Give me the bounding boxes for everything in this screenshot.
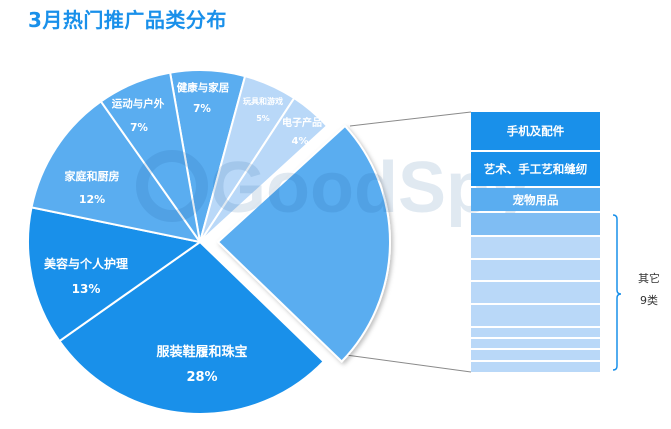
breakdown-bar-label: 手机及配件: [506, 124, 565, 138]
slice-electronics[interactable]: [199, 96, 329, 243]
breakdown-bar-11[interactable]: [471, 350, 600, 360]
connector-line-bottom: [345, 354, 472, 373]
label-home-pct: 12%: [79, 193, 105, 206]
label-beauty-pct: 13%: [72, 282, 101, 296]
chart-title: 3月热门推广品类分布: [28, 8, 227, 32]
breakdown-bar-label: 宠物用品: [512, 192, 559, 207]
label-clothing-name: 服装鞋履和珠宝: [156, 344, 247, 360]
slice-home-kitchen[interactable]: [30, 100, 203, 244]
label-toys-pct: 5%: [256, 114, 270, 123]
label-sports-pct: 7%: [130, 122, 148, 134]
label-health-name: 健康与家居: [177, 81, 230, 94]
slice-beauty-care[interactable]: [27, 206, 203, 343]
label-sports-name: 运动与户外: [112, 97, 165, 110]
bracket-label-line1: 其它: [638, 272, 660, 285]
breakdown-bar-pets[interactable]: 宠物用品: [471, 188, 600, 211]
breakdown-bar-12[interactable]: [471, 362, 600, 372]
breakdown-bar-9[interactable]: [471, 328, 600, 337]
label-toys-name: 玩具和游戏: [243, 96, 283, 106]
breakdown-bar-label: 艺术、手工艺和缝纫: [483, 162, 588, 176]
breakdown-bar-10[interactable]: [471, 339, 600, 348]
label-beauty-name: 美容与个人护理: [44, 256, 128, 271]
connector-line-top: [349, 111, 472, 127]
breakdown-bar-phones[interactable]: 手机及配件: [471, 112, 600, 150]
label-electronics-name: 电子产品: [282, 116, 322, 129]
breakdown-bar-5[interactable]: [471, 237, 600, 258]
breakdown-bar-6[interactable]: [471, 260, 600, 280]
label-electronics-pct: 4%: [292, 136, 309, 147]
slice-sports-outdoors[interactable]: [99, 71, 201, 243]
breakdown-bar-7[interactable]: [471, 282, 600, 303]
slice-clothing-jewelry[interactable]: [58, 240, 326, 415]
label-health-pct: 7%: [193, 103, 211, 115]
breakdown-bar-8[interactable]: [471, 305, 600, 326]
bracket-label: 其它 9类: [634, 268, 664, 312]
label-home-name: 家庭和厨房: [65, 169, 120, 183]
label-clothing-pct: 28%: [186, 370, 217, 385]
slice-other-exploded[interactable]: [216, 124, 391, 363]
breakdown-bar-arts-crafts[interactable]: 艺术、手工艺和缝纫: [471, 152, 600, 186]
bracket-label-line2: 9类: [640, 294, 658, 307]
breakdown-bar-4[interactable]: [471, 213, 600, 235]
bracket-icon: [612, 214, 622, 371]
